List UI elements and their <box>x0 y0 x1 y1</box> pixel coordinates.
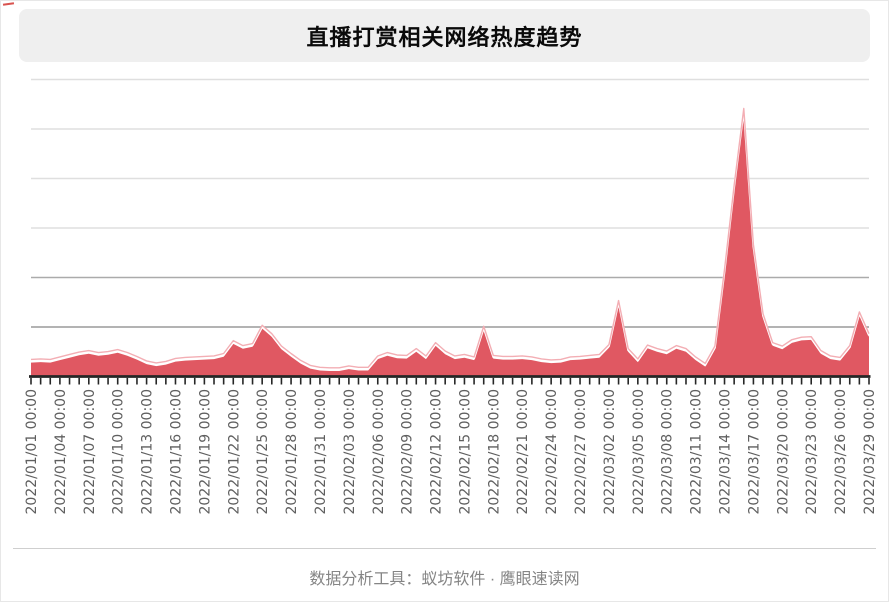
x-axis-label: 2022/01/10 00:00 <box>111 389 127 515</box>
x-axis-label: 2022/03/20 00:00 <box>775 389 791 515</box>
x-axis-label: 2022/02/09 00:00 <box>400 389 416 515</box>
x-axis-label: 2022/01/19 00:00 <box>197 389 213 515</box>
x-axis-label: 2022/01/22 00:00 <box>226 389 242 515</box>
x-axis-label: 2022/02/12 00:00 <box>429 389 445 515</box>
x-axis-label: 2022/03/08 00:00 <box>660 389 676 515</box>
x-axis-label: 2022/01/28 00:00 <box>284 389 300 515</box>
x-axis-label: 2022/03/29 00:00 <box>862 389 878 515</box>
x-axis-label: 2022/01/25 00:00 <box>255 389 271 515</box>
x-axis-label: 2022/01/07 00:00 <box>82 389 98 515</box>
chart-title: 直播打赏相关网络热度趋势 <box>306 24 583 50</box>
footer-credit-text: 数据分析工具：蚁坊软件 · 鹰眼速读网 <box>309 571 580 588</box>
x-axis-label: 2022/01/01 00:00 <box>24 389 40 515</box>
x-axis-label: 2022/02/06 00:00 <box>371 389 387 515</box>
footer-credit: 数据分析工具：蚁坊软件 · 鹰眼速读网 <box>1 565 888 589</box>
footer-divider <box>13 548 876 549</box>
x-axis-label: 2022/03/11 00:00 <box>689 389 705 515</box>
x-axis-label: 2022/02/21 00:00 <box>515 389 531 515</box>
heat-area-series <box>31 111 869 377</box>
x-axis-label: 2022/01/16 00:00 <box>168 389 184 515</box>
x-axis-label: 2022/03/26 00:00 <box>833 389 849 515</box>
x-axis-label: 2022/03/23 00:00 <box>804 389 820 515</box>
x-axis-label: 2022/03/02 00:00 <box>602 389 618 515</box>
x-axis-label: 2022/01/13 00:00 <box>140 389 156 515</box>
x-axis-label: 2022/01/31 00:00 <box>313 389 329 515</box>
x-axis-label: 2022/03/05 00:00 <box>631 389 647 515</box>
x-axis-label: 2022/03/17 00:00 <box>746 389 762 515</box>
x-axis-label: 2022/03/14 00:00 <box>718 389 734 515</box>
x-axis-label: 2022/02/03 00:00 <box>342 389 358 515</box>
x-axis-label: 2022/02/18 00:00 <box>486 389 502 515</box>
comparison-edge-line <box>30 107 870 369</box>
x-axis-label: 2022/02/24 00:00 <box>544 389 560 515</box>
chart-title-bar: 直播打赏相关网络热度趋势 <box>19 9 870 62</box>
x-axis-label: 2022/02/15 00:00 <box>457 389 473 515</box>
x-axis-label: 2022/02/27 00:00 <box>573 389 589 515</box>
x-axis-label: 2022/01/04 00:00 <box>53 389 69 515</box>
